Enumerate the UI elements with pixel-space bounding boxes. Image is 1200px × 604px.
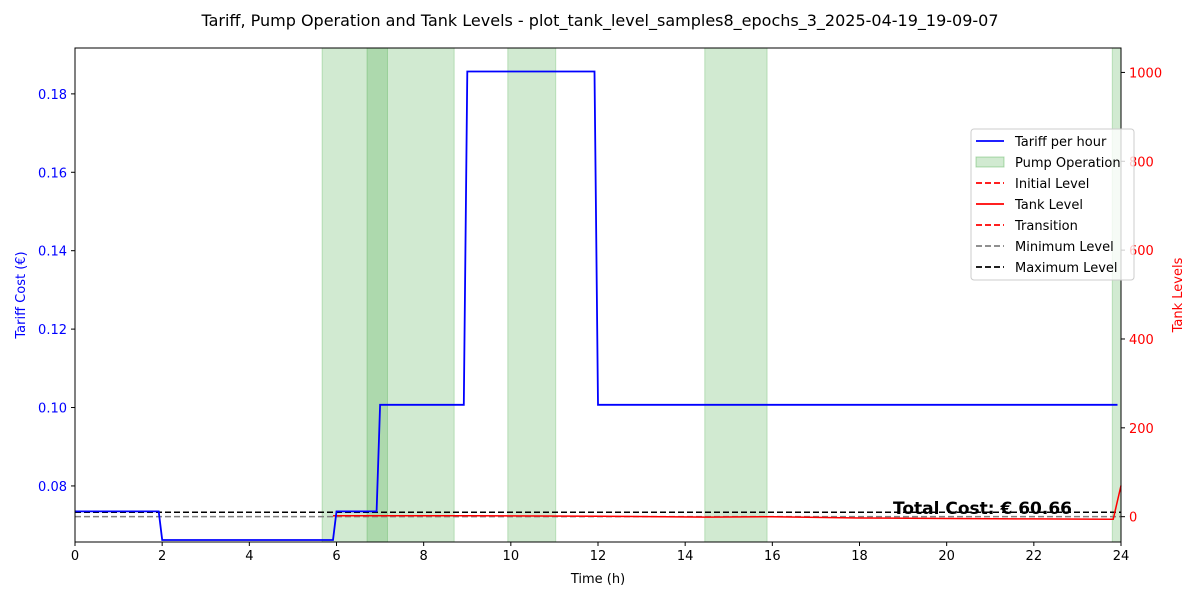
right-y-tick-label: 200 bbox=[1129, 422, 1154, 437]
pump-operation-band-4 bbox=[1111, 47, 1122, 543]
x-tick-label: 22 bbox=[1026, 549, 1043, 564]
right-y-tick-label: 1000 bbox=[1129, 66, 1162, 81]
left-y-axis-label: Tariff Cost (€) bbox=[14, 251, 29, 339]
right-y-tick-label: 800 bbox=[1129, 155, 1154, 170]
legend-label-2: Initial Level bbox=[1015, 177, 1089, 192]
legend-label-6: Maximum Level bbox=[1015, 261, 1118, 276]
right-y-tick-label: 600 bbox=[1129, 244, 1154, 259]
pump-operation-band-2 bbox=[507, 47, 557, 543]
right-y-tick-label: 400 bbox=[1129, 333, 1154, 348]
legend-label-0: Tariff per hour bbox=[1014, 135, 1107, 150]
legend-box bbox=[970, 128, 1135, 281]
x-tick-label: 24 bbox=[1113, 549, 1130, 564]
right-y-axis-label: Tank Levels bbox=[1171, 257, 1186, 333]
legend-label-5: Minimum Level bbox=[1015, 240, 1114, 255]
pump-operation-band-3 bbox=[704, 47, 768, 543]
legend-label-4: Transition bbox=[1014, 219, 1078, 234]
left-y-tick-label: 0.12 bbox=[38, 323, 67, 338]
x-tick-label: 6 bbox=[332, 549, 340, 564]
x-tick-label: 4 bbox=[245, 549, 253, 564]
x-tick-label: 10 bbox=[503, 549, 520, 564]
pump-operation-band-0 bbox=[321, 47, 388, 543]
pump-operation-bands bbox=[321, 47, 1122, 543]
tank-level-line bbox=[333, 485, 1122, 521]
right-y-tick-label: 0 bbox=[1129, 511, 1137, 526]
left-y-axis: 0.08 0.10 0.12 0.14 0.16 0.18 bbox=[38, 88, 75, 495]
total-cost-annotation: Total Cost: € 60.66 bbox=[893, 499, 1072, 519]
right-y-axis: 0 200 400 600 800 1000 bbox=[1121, 66, 1162, 526]
legend-label-3: Tank Level bbox=[1014, 198, 1083, 213]
x-axis-label: Time (h) bbox=[570, 572, 625, 587]
legend: Tariff per hour Pump Operation Initial Lev… bbox=[970, 128, 1135, 281]
pump-operation-band-1 bbox=[366, 47, 455, 543]
x-tick-label: 18 bbox=[851, 549, 868, 564]
legend-swatch-1 bbox=[975, 156, 1005, 168]
chart-title: Tariff, Pump Operation and Tank Levels -… bbox=[200, 11, 998, 31]
left-y-tick-label: 0.18 bbox=[38, 88, 67, 103]
left-y-tick-label: 0.14 bbox=[38, 245, 67, 260]
tariff-line bbox=[75, 70, 1118, 541]
series-lines bbox=[75, 70, 1122, 541]
x-tick-label: 16 bbox=[764, 549, 781, 564]
left-y-tick-label: 0.16 bbox=[38, 166, 67, 181]
x-tick-label: 2 bbox=[158, 549, 166, 564]
x-tick-label: 0 bbox=[71, 549, 79, 564]
x-tick-label: 12 bbox=[590, 549, 607, 564]
x-axis: 0 2 4 6 8 10 12 14 16 18 20 22 24 bbox=[71, 542, 1129, 564]
left-y-tick-label: 0.08 bbox=[38, 480, 67, 495]
x-tick-label: 8 bbox=[420, 549, 428, 564]
legend-label-1: Pump Operation bbox=[1015, 156, 1121, 171]
x-tick-label: 20 bbox=[938, 549, 955, 564]
x-tick-label: 14 bbox=[677, 549, 694, 564]
left-y-tick-label: 0.10 bbox=[38, 402, 67, 417]
